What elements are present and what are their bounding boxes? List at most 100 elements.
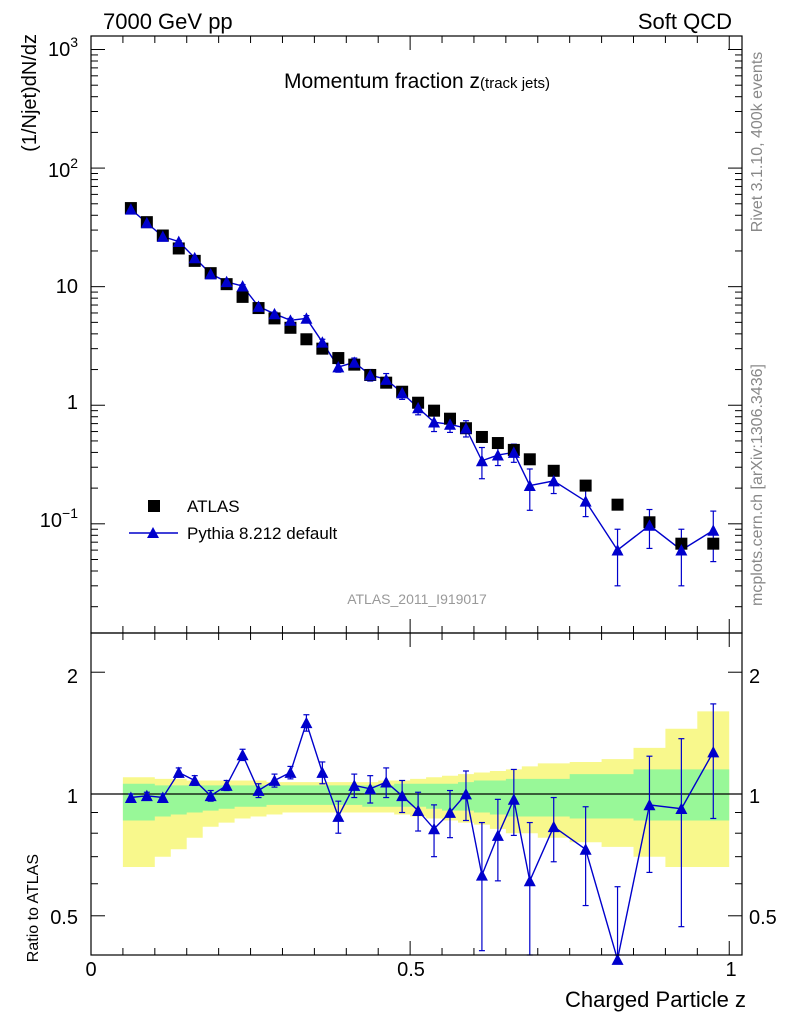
- ratio-point: [364, 782, 377, 795]
- ratio-point: [444, 806, 457, 818]
- ratio-point: [332, 810, 345, 822]
- plot-title-sub: (track jets): [480, 75, 550, 92]
- mc-point: [675, 544, 688, 556]
- main-ytick-label: 1: [67, 392, 78, 414]
- mc-point: [523, 479, 536, 492]
- mc-point: [204, 267, 217, 280]
- mc-point: [172, 235, 185, 247]
- ratio-point: [236, 748, 249, 761]
- header-left: 7000 GeV pp: [103, 9, 233, 34]
- ratio-point: [284, 766, 297, 778]
- atlas-point: [236, 290, 249, 303]
- atlas-point: [611, 498, 624, 511]
- ratio-point: [380, 776, 393, 788]
- main-ytick-exp: −1: [62, 505, 78, 521]
- ratio-point: [220, 779, 233, 791]
- ratio-ytick-label-right: 2: [749, 666, 760, 688]
- mc-point: [547, 474, 560, 487]
- main-ytick-label: 102: [48, 155, 78, 182]
- mc-point: [579, 495, 592, 507]
- ratio-point: [611, 953, 624, 965]
- ratio-point: [579, 843, 592, 855]
- atlas-point: [579, 479, 592, 492]
- main-ytick-base: 10: [48, 39, 70, 61]
- xtick-label: 0.5: [397, 959, 425, 981]
- main-ytick-exp: 2: [70, 155, 78, 171]
- atlas-point: [332, 352, 345, 365]
- ratio-point: [204, 789, 217, 802]
- ratio-point: [268, 774, 281, 786]
- ratio-point: [707, 746, 720, 758]
- legend-mc-marker: [147, 527, 159, 538]
- mc-point: [348, 356, 361, 368]
- ratio-point: [523, 874, 536, 887]
- ratio-ytick-label: 2: [67, 666, 78, 688]
- ratio-point: [396, 789, 409, 802]
- xaxis-label: Charged Particle z: [565, 987, 746, 1012]
- legend-mc-label: Pythia 8.212 default: [187, 524, 338, 543]
- ratio-point: [252, 784, 265, 796]
- ratio-uncertainty-bands: [91, 711, 742, 867]
- mc-point: [188, 251, 201, 264]
- main-plot-marks: [124, 202, 720, 587]
- mc-point: [459, 422, 472, 434]
- legend-atlas-marker: [148, 500, 160, 512]
- header-right: Soft QCD: [638, 9, 732, 34]
- mc-point: [412, 401, 425, 414]
- main-ytick-label: 10: [56, 276, 78, 298]
- ratio-ytick-label: 1: [67, 786, 78, 808]
- mc-point: [707, 524, 720, 536]
- atlas-point: [523, 453, 536, 466]
- atlas-point: [300, 333, 313, 346]
- mc-point: [611, 544, 624, 556]
- ratio-point: [140, 789, 153, 802]
- plot-title-main: Momentum fraction z: [284, 70, 480, 93]
- atlas-point: [707, 537, 720, 550]
- ratio-point: [547, 820, 560, 833]
- mc-point: [268, 307, 281, 320]
- ratio-frame: [90, 632, 743, 956]
- mc-point: [380, 373, 393, 385]
- ratio-point: [316, 766, 329, 778]
- main-ytick-base: 10: [40, 510, 62, 532]
- atlas-point: [547, 464, 560, 477]
- mc-point: [316, 336, 329, 348]
- ratio-point: [643, 798, 656, 811]
- mc-point: [284, 314, 297, 326]
- ratio-point: [675, 802, 688, 815]
- main-frame: [90, 35, 743, 634]
- mc-point: [491, 449, 504, 461]
- mc-point: [643, 519, 656, 531]
- ratio-point: [507, 793, 520, 805]
- ratio-point: [348, 779, 361, 791]
- xtick-label: 1: [725, 959, 736, 981]
- ratio-point: [475, 869, 488, 881]
- rivet-label: Rivet 3.1.10, 400k events: [749, 52, 766, 233]
- ratio-point: [459, 788, 472, 800]
- mc-point: [236, 280, 249, 292]
- ratio-point: [156, 791, 169, 803]
- axis-ticks: [90, 36, 742, 956]
- ratio-point: [124, 791, 137, 803]
- ratio-line: [130, 720, 714, 960]
- ratio-point: [428, 822, 441, 835]
- mc-point: [475, 454, 488, 467]
- atlas-point: [491, 437, 504, 450]
- mc-point: [252, 300, 265, 312]
- atlas-point: [428, 404, 441, 417]
- mc-point: [444, 418, 457, 430]
- mc-point: [332, 361, 345, 373]
- main-ytick-exp: 3: [70, 34, 78, 50]
- legend-atlas-label: ATLAS: [187, 497, 240, 516]
- mc-point: [507, 446, 520, 458]
- ratio-point: [172, 766, 185, 778]
- ratio-point: [300, 716, 313, 729]
- analysis-id: ATLAS_2011_I919017: [347, 591, 487, 607]
- ratio-point: [491, 829, 504, 841]
- mc-point: [396, 386, 409, 399]
- xtick-label: 0: [85, 959, 96, 981]
- ratio-ytick-label-right: 0.5: [749, 907, 777, 929]
- plot-title: Momentum fraction z(track jets): [284, 70, 550, 93]
